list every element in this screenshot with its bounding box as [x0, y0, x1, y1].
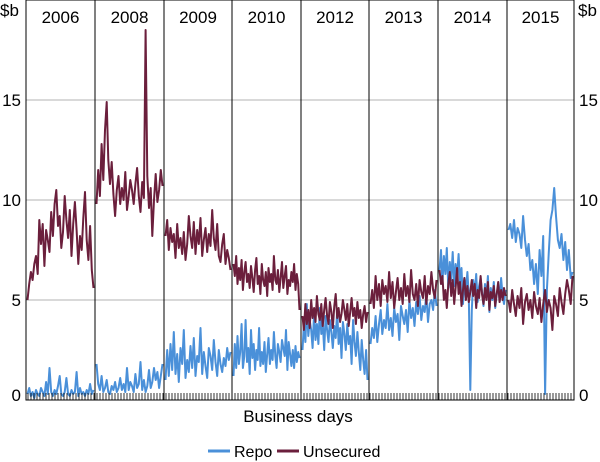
line-repo-2015	[507, 187, 574, 395]
line-repo-2009	[164, 327, 232, 383]
y-tick-left-5: 5	[12, 291, 21, 310]
series-layer	[26, 29, 574, 399]
year-label-2012: 2012	[316, 8, 354, 27]
line-unsecured-2013	[369, 269, 438, 309]
year-dividers	[94, 0, 508, 400]
line-repo-2014	[438, 247, 507, 391]
year-label-2009: 2009	[179, 8, 217, 27]
plot-frame	[25, 0, 575, 401]
year-labels: 2006 2008 2009 2010 2012 2013 2014 2015	[42, 8, 560, 27]
y-tick-left-0: 0	[12, 386, 21, 405]
legend-label-repo: Repo	[234, 444, 272, 461]
day-tick-marks	[27, 393, 572, 400]
business-day-ticks	[27, 393, 572, 400]
x-axis-title: Business days	[243, 407, 353, 426]
year-label-2010: 2010	[248, 8, 286, 27]
y-axis-right: 0 5 10 15	[579, 91, 598, 405]
line-unsecured-2009	[164, 209, 232, 271]
year-label-2013: 2013	[385, 8, 423, 27]
line-unsecured-2012	[301, 293, 369, 331]
line-repo-2010	[232, 319, 301, 377]
y-axis-unit-right: $b	[578, 1, 597, 20]
line-unsecured-2008	[95, 29, 164, 237]
line-unsecured-2006	[26, 189, 95, 301]
year-label-2006: 2006	[42, 8, 80, 27]
year-label-2014: 2014	[454, 8, 492, 27]
legend: Repo Unsecured	[208, 444, 380, 461]
y-tick-right-0: 0	[579, 386, 588, 405]
line-repo-2006	[26, 367, 95, 399]
y-tick-right-10: 10	[579, 191, 598, 210]
year-label-2015: 2015	[522, 8, 560, 27]
y-axis-unit-left: $b	[0, 1, 19, 20]
year-label-2008: 2008	[111, 8, 149, 27]
line-unsecured-2010	[232, 255, 301, 311]
y-tick-right-5: 5	[579, 291, 588, 310]
y-tick-left-15: 15	[2, 91, 21, 110]
y-tick-left-10: 10	[2, 191, 21, 210]
legend-label-unsecured: Unsecured	[303, 444, 380, 461]
line-repo-2012	[301, 303, 369, 381]
y-tick-right-15: 15	[579, 91, 598, 110]
line-unsecured-2014	[438, 267, 507, 311]
line-repo-2008	[95, 361, 164, 395]
line-unsecured-2015	[507, 275, 574, 331]
series-unsecured	[26, 29, 574, 331]
y-axis-left: 0 5 10 15	[2, 91, 21, 405]
